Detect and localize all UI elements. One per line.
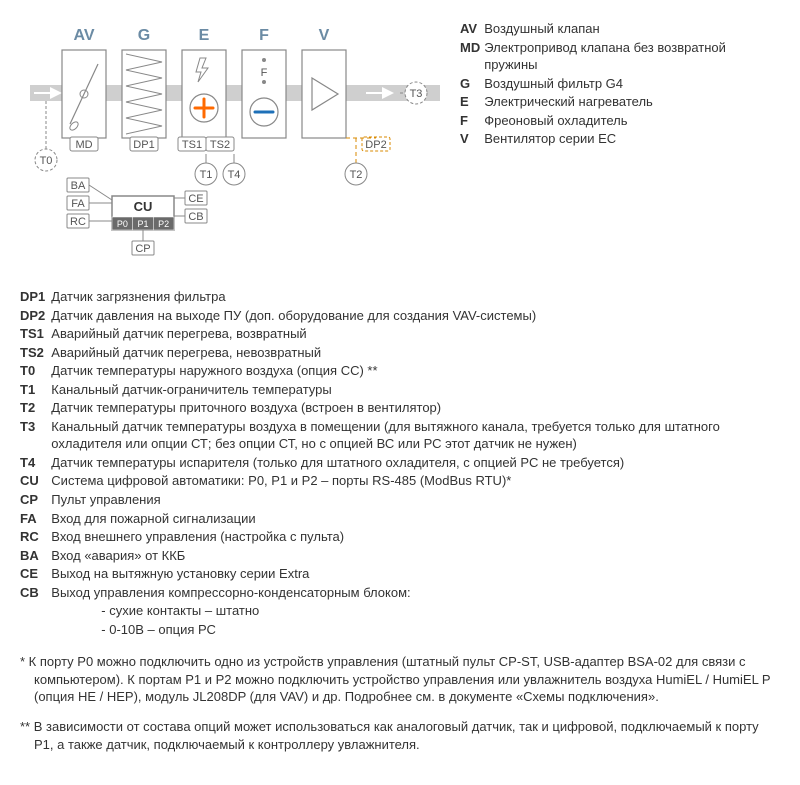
footnote: * К порту P0 можно подключить одно из ус… — [20, 653, 780, 706]
def-sub: - сухие контакты – штатно — [51, 602, 780, 621]
def-text: Выход управления компрессорно-конденсато… — [51, 584, 780, 603]
svg-text:TS1: TS1 — [182, 139, 202, 151]
svg-text:MD: MD — [75, 139, 92, 151]
def-text: Аварийный датчик перегрева, невозвратный — [51, 344, 780, 363]
diagram-svg: AV G E F F V MD DP1 TS1 TS2 DP2 T0 T1 T4 T2 T3 CU P0 P1 P2 B… — [20, 20, 460, 280]
def-code: T1 — [20, 381, 51, 400]
def-code: TS1 — [20, 325, 51, 344]
def-text: Выход на вытяжную установку серии Extra — [51, 565, 780, 584]
svg-text:P2: P2 — [158, 219, 169, 229]
svg-text:G: G — [138, 27, 150, 44]
def-code: FA — [20, 510, 51, 529]
svg-text:CB: CB — [188, 211, 203, 223]
legend-code: E — [460, 93, 484, 112]
def-code: CB — [20, 584, 51, 603]
def-text: Вход для пожарной сигнализации — [51, 510, 780, 529]
def-code: T2 — [20, 399, 51, 418]
legend-code: V — [460, 130, 484, 149]
svg-text:T4: T4 — [228, 169, 241, 181]
def-text: Аварийный датчик перегрева, возвратный — [51, 325, 780, 344]
def-sub: - 0-10В – опция РС — [51, 621, 780, 640]
svg-text:AV: AV — [73, 27, 94, 44]
legend-text: Фреоновый охладитель — [484, 112, 780, 131]
svg-text:T1: T1 — [200, 169, 213, 181]
legend-text: Воздушный клапан — [484, 20, 780, 39]
legend-right: AVВоздушный клапанMDЭлектропривод клапан… — [460, 20, 780, 149]
def-code: T4 — [20, 454, 51, 473]
def-text: Датчик температуры приточного воздуха (в… — [51, 399, 780, 418]
def-code: RC — [20, 528, 51, 547]
svg-text:T0: T0 — [40, 155, 53, 167]
footnotes: * К порту P0 можно подключить одно из ус… — [20, 653, 780, 753]
svg-text:DP1: DP1 — [133, 139, 154, 151]
legend-code: AV — [460, 20, 484, 39]
def-code: DP1 — [20, 288, 51, 307]
svg-text:P0: P0 — [117, 219, 128, 229]
legend-text: Электропривод клапана без возвратной пру… — [484, 39, 780, 75]
hvac-diagram: AVGEFFVMDDP1TS1TS2DP2T0T1T4T2T3CUP0P1P2B… — [20, 20, 780, 280]
svg-text:CU: CU — [134, 199, 153, 214]
svg-text:E: E — [199, 27, 210, 44]
legend-code: MD — [460, 39, 484, 75]
svg-text:F: F — [261, 67, 268, 79]
def-code: T3 — [20, 418, 51, 454]
def-text: Датчик температуры испарителя (только дл… — [51, 454, 780, 473]
def-text: Вход «авария» от ККБ — [51, 547, 780, 566]
def-code: CE — [20, 565, 51, 584]
legend-text: Воздушный фильтр G4 — [484, 75, 780, 94]
def-code: CP — [20, 491, 51, 510]
svg-text:RC: RC — [70, 216, 86, 228]
svg-text:T3: T3 — [410, 88, 423, 100]
def-text: Вход внешнего управления (настройка с пу… — [51, 528, 780, 547]
footnote: ** В зависимости от состава опций может … — [20, 718, 780, 753]
def-text: Датчик температуры наружного воздуха (оп… — [51, 362, 780, 381]
def-text: Канальный датчик температуры воздуха в п… — [51, 418, 780, 454]
def-code: CU — [20, 472, 51, 491]
legend-code: F — [460, 112, 484, 131]
def-code: TS2 — [20, 344, 51, 363]
definitions-list: DP1Датчик загрязнения фильтраDP2Датчик д… — [20, 288, 780, 639]
legend-code: G — [460, 75, 484, 94]
svg-text:TS2: TS2 — [210, 139, 230, 151]
legend-text: Вентилятор серии EC — [484, 130, 780, 149]
legend-text: Электрический нагреватель — [484, 93, 780, 112]
def-text: Канальный датчик-ограничитель температур… — [51, 381, 780, 400]
svg-text:FA: FA — [71, 198, 85, 210]
def-text: Датчик давления на выходе ПУ (доп. обору… — [51, 307, 780, 326]
def-text: Система цифровой автоматики: P0, P1 и P2… — [51, 472, 780, 491]
svg-text:BA: BA — [71, 180, 86, 192]
svg-text:T2: T2 — [350, 169, 363, 181]
svg-text:P1: P1 — [137, 219, 148, 229]
def-text: Пульт управления — [51, 491, 780, 510]
def-code: DP2 — [20, 307, 51, 326]
svg-text:F: F — [259, 27, 269, 44]
svg-text:CP: CP — [135, 243, 150, 255]
def-code: BA — [20, 547, 51, 566]
svg-text:CE: CE — [188, 193, 203, 205]
svg-text:V: V — [319, 27, 330, 44]
def-code: T0 — [20, 362, 51, 381]
svg-text:DP2: DP2 — [365, 139, 386, 151]
def-text: Датчик загрязнения фильтра — [51, 288, 780, 307]
